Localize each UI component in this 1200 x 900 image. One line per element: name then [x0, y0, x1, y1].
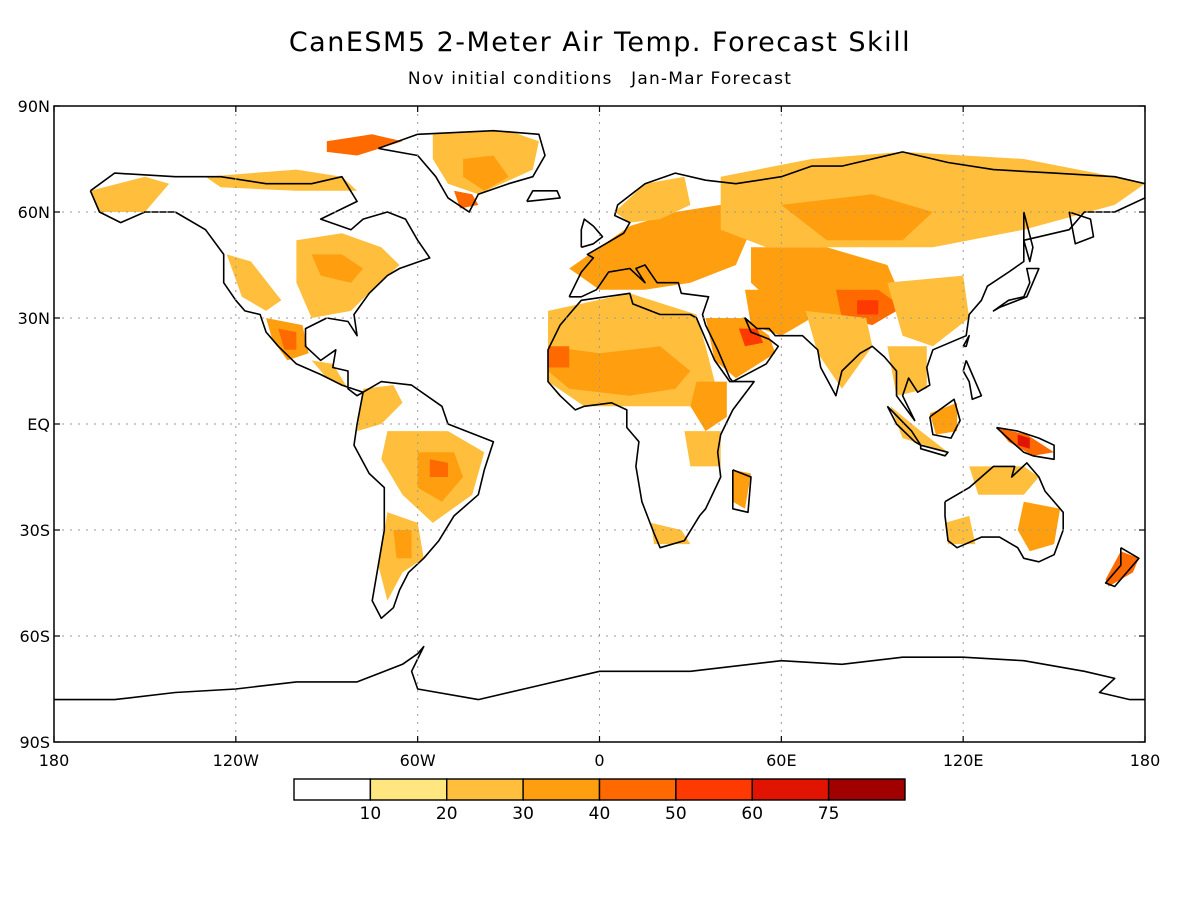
skill-region [429, 459, 448, 477]
coastline [944, 462, 1064, 563]
colorbar-swatch [522, 778, 601, 801]
skill-region [738, 328, 764, 347]
coastline [1104, 547, 1140, 588]
skill-region [205, 169, 358, 191]
coastline [962, 334, 971, 348]
colorbar-label: 60 [741, 804, 763, 824]
coastline [1068, 211, 1095, 245]
lon-label: 180 [39, 751, 70, 770]
coastline [526, 190, 561, 203]
lat-label: 30N [18, 309, 50, 328]
coastline [995, 426, 1055, 461]
skill-region [311, 254, 364, 283]
lat-label: EQ [27, 415, 50, 434]
coastline [353, 380, 495, 620]
skill-region [945, 515, 976, 545]
colorbar-label: 50 [665, 804, 687, 824]
skill-region [651, 522, 691, 545]
skill-region [745, 289, 812, 336]
colorbar-swatch [598, 778, 677, 801]
skill-region [226, 254, 282, 311]
skill-region [805, 310, 873, 389]
coastline [962, 360, 983, 401]
coastline [992, 267, 1040, 312]
skill-region [887, 275, 970, 347]
lon-label: 0 [594, 751, 604, 770]
lat-label: 30S [19, 521, 50, 540]
skill-region [1105, 551, 1139, 587]
colorbar-label: 75 [818, 804, 840, 824]
skill-region [887, 346, 927, 396]
lon-label: 120W [213, 751, 260, 770]
colorbar-swatch [293, 778, 372, 801]
subtitle-forecast-period: Jan-Mar Forecast [631, 69, 793, 89]
skill-region [548, 346, 570, 368]
skill-region [278, 328, 297, 350]
skill-shading [90, 130, 1145, 601]
lat-label: 60N [18, 203, 50, 222]
colorbar-swatch [751, 778, 830, 801]
colorbar-label: 30 [512, 804, 534, 824]
lon-label: 180 [1130, 751, 1161, 770]
coastline [929, 398, 961, 439]
skill-region [393, 530, 412, 559]
skill-region [90, 176, 170, 212]
skill-region [569, 204, 751, 290]
colorbar-swatch [369, 778, 448, 801]
coastline [731, 469, 752, 514]
skill-region [732, 469, 751, 509]
skill-region [548, 346, 691, 396]
skill-region [1017, 434, 1030, 449]
skill-region [781, 194, 933, 241]
subtitle-initial-conditions: Nov initial conditions [407, 69, 613, 89]
coastline [547, 292, 755, 549]
colorbar-label: 10 [360, 804, 382, 824]
colorbar-label: 40 [589, 804, 611, 824]
coastline [886, 405, 922, 447]
chart-subtitle: Nov initial conditions Jan-Mar Forecast [0, 69, 1200, 89]
colorbar: 10 20 30 40 50 60 75 [293, 778, 906, 824]
skill-region [929, 402, 958, 435]
skill-region [454, 190, 479, 209]
lon-label: 60W [400, 751, 436, 770]
skill-region [311, 360, 348, 389]
skill-region [357, 385, 403, 432]
coastline [1022, 211, 1034, 263]
skill-region [614, 176, 691, 223]
skill-region [326, 134, 403, 156]
coastline [919, 444, 949, 457]
coastline [580, 218, 604, 249]
colorbar-label: 20 [436, 804, 458, 824]
lat-label: 90N [18, 97, 50, 116]
graticule [54, 106, 1145, 742]
coastline [54, 645, 1145, 701]
colorbar-swatch [827, 778, 906, 801]
lon-label: 60E [766, 751, 796, 770]
skill-region [463, 155, 509, 191]
skill-region [684, 431, 721, 467]
skill-region [720, 151, 1145, 248]
colorbar-swatch [446, 778, 524, 801]
lat-label: 90S [19, 733, 50, 752]
lon-label: 120E [943, 751, 984, 770]
colorbar-swatch [675, 778, 753, 801]
skill-region [690, 381, 727, 432]
skill-region [969, 466, 1039, 495]
chart-title: CanESM5 2-Meter Air Temp. Forecast Skill [288, 27, 912, 58]
coastline [378, 129, 546, 213]
skill-region [857, 300, 879, 315]
lat-label: 60S [19, 627, 50, 646]
coastline [89, 172, 431, 397]
skill-region [1017, 501, 1061, 552]
